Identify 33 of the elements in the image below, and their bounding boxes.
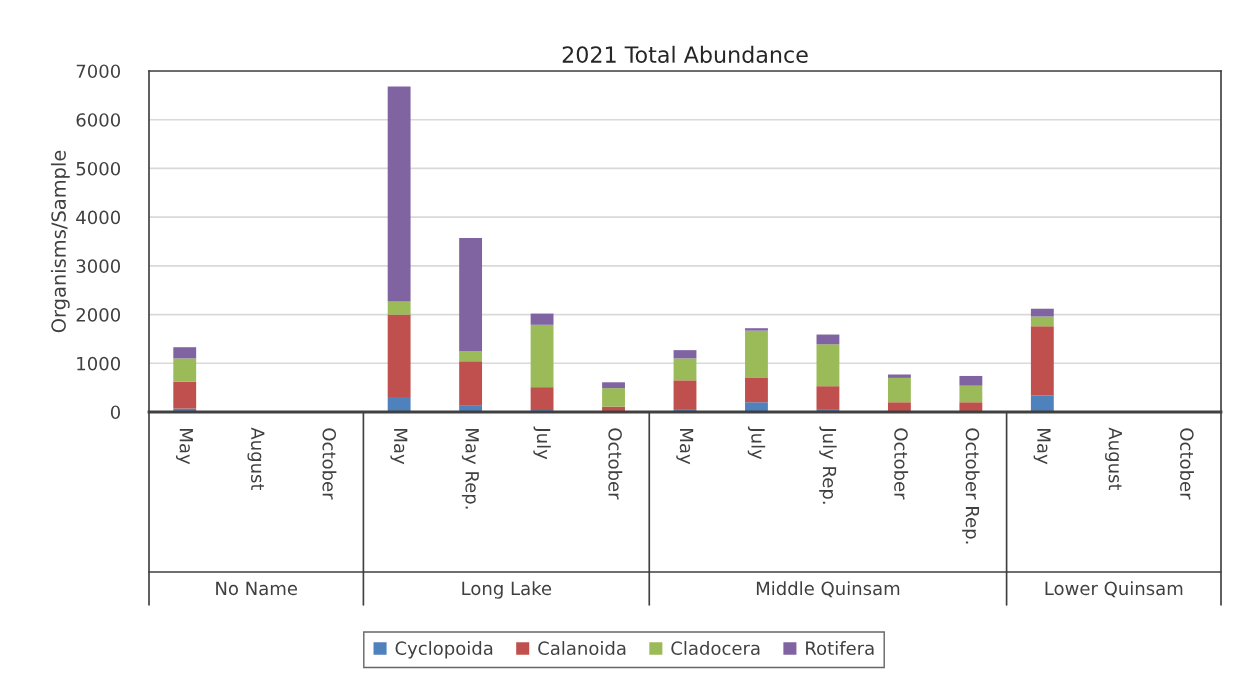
x-tick-label: July [747,426,766,460]
y-tick-label: 5000 [76,161,121,176]
y-tick-label: 0 [110,405,121,420]
x-tick-label: October [894,428,909,500]
text: Long Lake [462,581,552,599]
text: No Name [216,581,298,596]
x-tick-label: May [176,429,193,465]
legend-label: Rotifera [806,641,874,656]
y-tick-label: 6000 [76,113,121,127]
x-tick-label: July [533,426,551,460]
y-axis-title: Organisms/Sample [50,150,70,333]
x-tick-label: August [1105,427,1122,491]
x-tick-label: October [322,428,337,500]
y-tick-label: 4000 [76,210,121,225]
x-tick-label: October Rep. [962,428,980,544]
y-tick-label: 3000 [76,259,121,273]
legend-label: Cladocera [671,641,760,656]
text: Lower Quinsam [1045,581,1183,598]
x-tick-label: August [247,427,265,491]
x-tick-label: May [676,429,694,465]
chart-title: 2021 Total Abundance [562,45,808,63]
x-tick-label: May Rep. [461,429,479,509]
text: Middle Quinsam [756,581,900,598]
x-tick-label: October [1180,428,1194,500]
y-tick-label: 7000 [76,64,121,79]
x-tick-label: May [1033,429,1051,465]
legend-label: Calanoida [538,641,626,656]
y-tick-label: 2000 [76,308,121,322]
x-tick-label: October [608,428,623,500]
legend-label: Cyclopoida [395,641,493,659]
x-tick-label: May [390,429,408,465]
x-tick-label: July Rep. [819,426,837,504]
y-tick-label: 1000 [77,356,121,371]
